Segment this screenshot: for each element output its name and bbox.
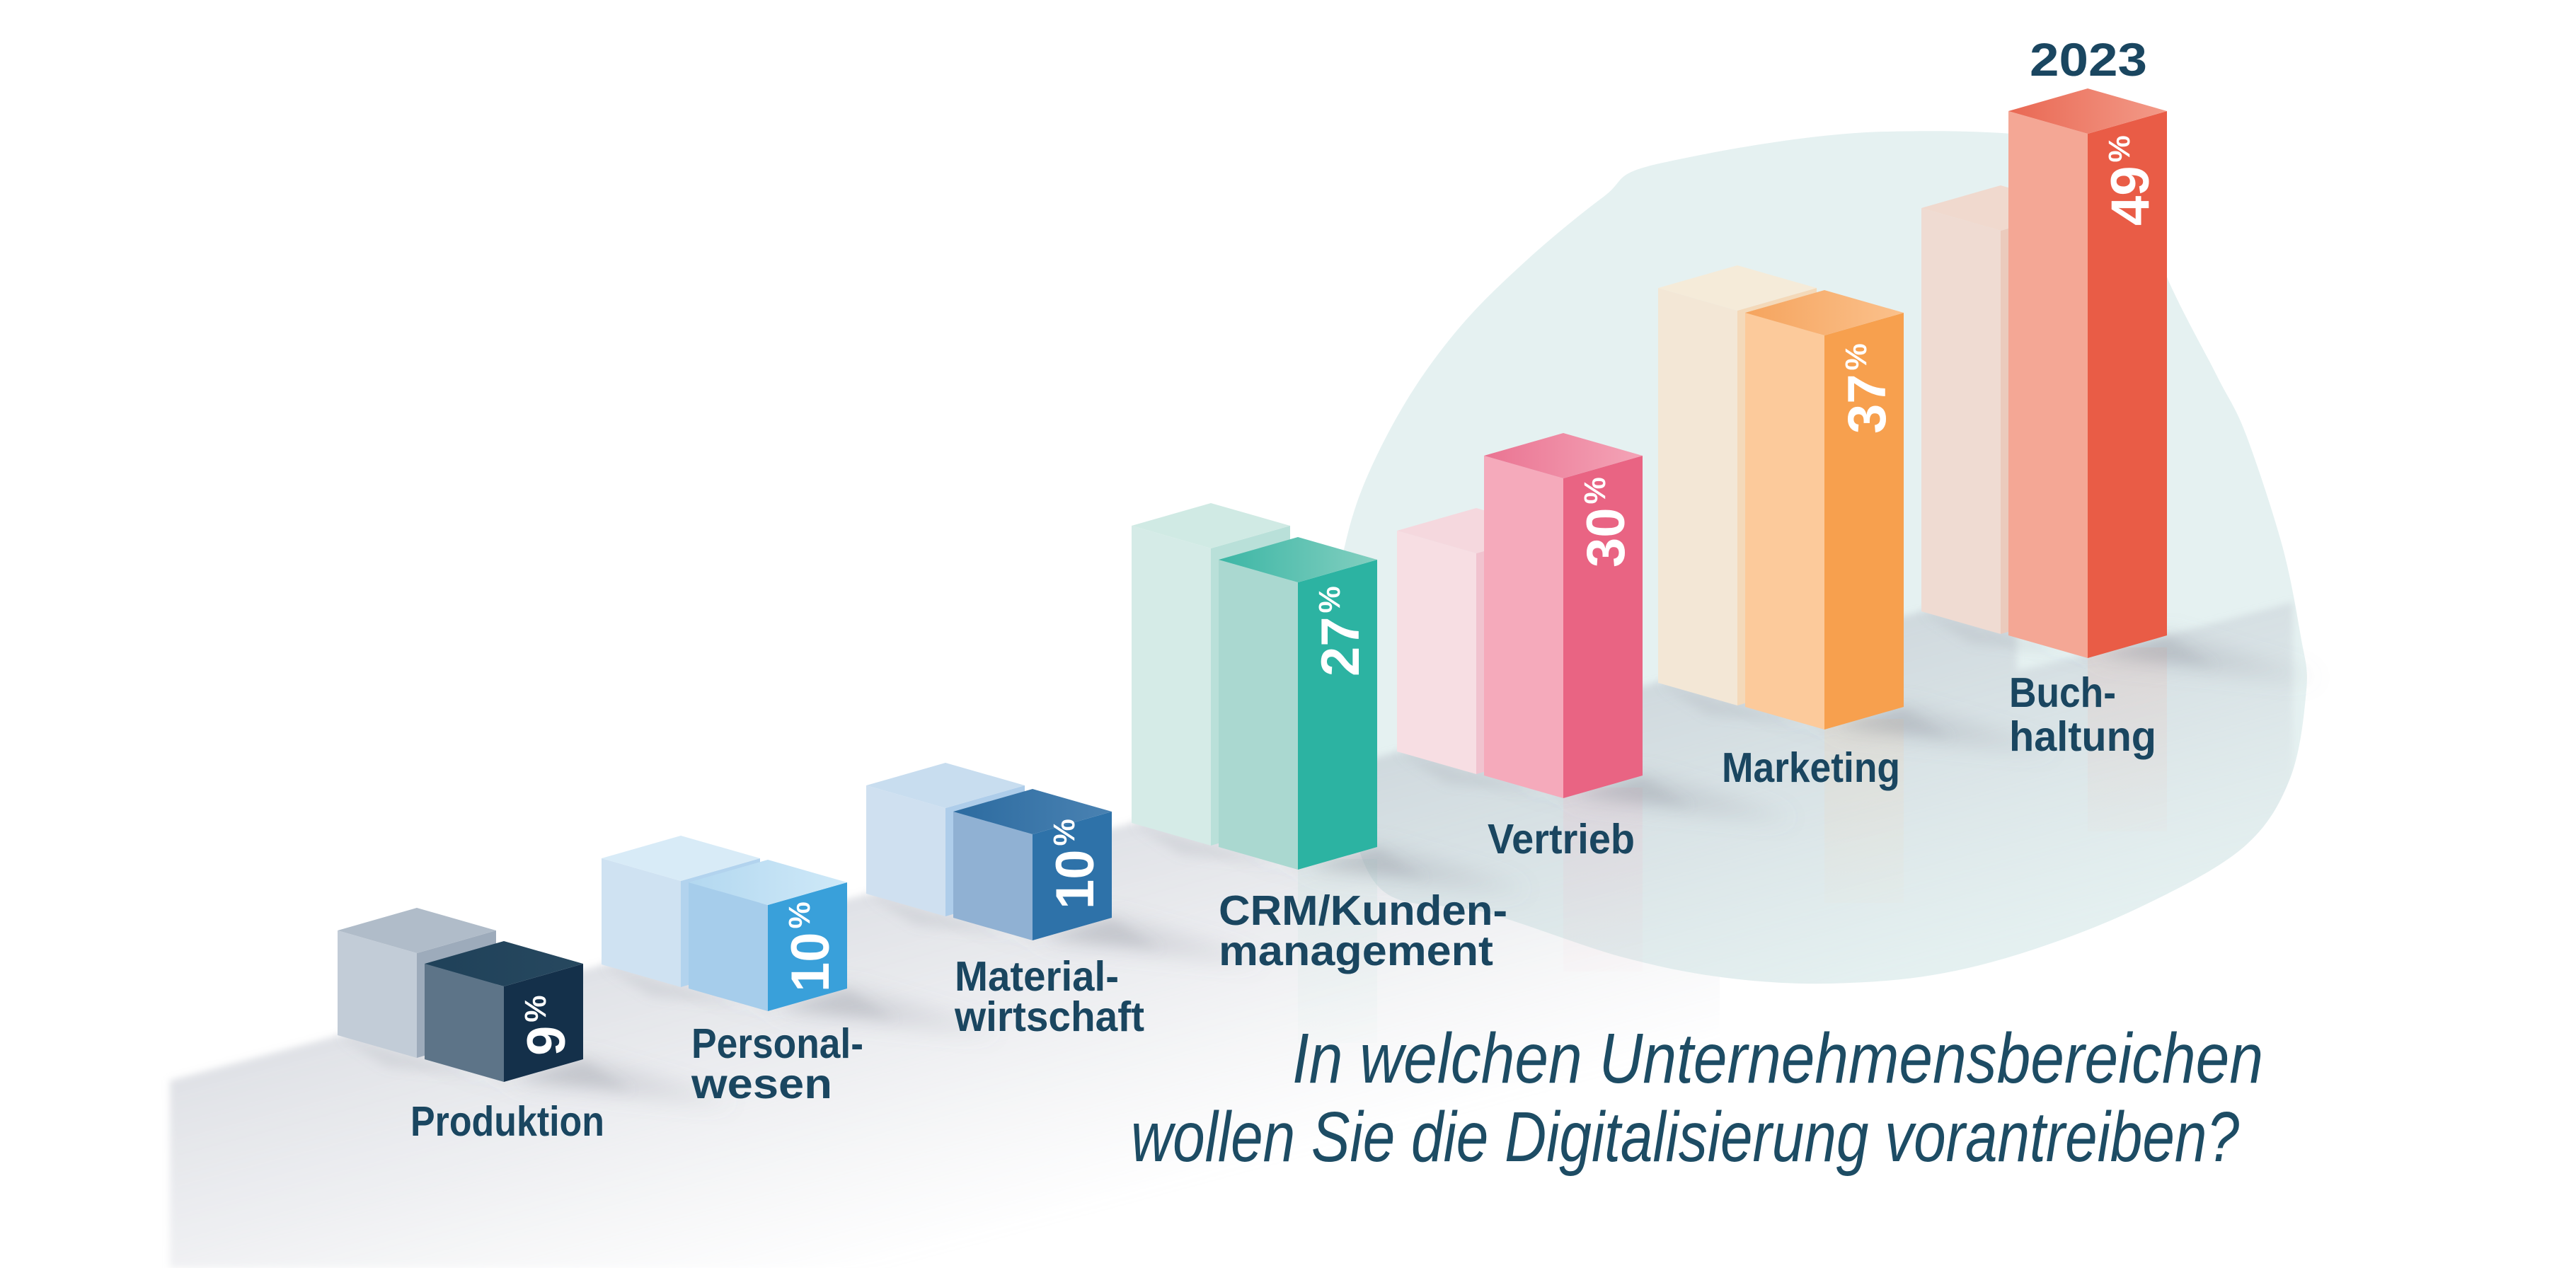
svg-text:Marketing: Marketing: [1722, 744, 1900, 791]
svg-text:27%: 27%: [1311, 586, 1371, 676]
svg-text:haltung: haltung: [2009, 713, 2156, 760]
svg-text:Material-: Material-: [955, 953, 1119, 1000]
svg-text:management: management: [1219, 928, 1493, 974]
svg-text:wesen: wesen: [691, 1061, 832, 1107]
svg-text:Vertrieb: Vertrieb: [1488, 816, 1635, 863]
svg-text:Produktion: Produktion: [410, 1098, 604, 1145]
svg-text:Buch-: Buch-: [2009, 669, 2116, 716]
svg-text:CRM/Kunden-: CRM/Kunden-: [1219, 887, 1507, 934]
svg-text:In welchen Unternehmensbereich: In welchen Unternehmensbereichen: [1292, 1019, 2263, 1098]
svg-text:2023: 2023: [2030, 33, 2147, 86]
svg-text:wirtschaft: wirtschaft: [954, 993, 1144, 1040]
svg-text:Personal-: Personal-: [691, 1020, 863, 1067]
svg-text:wollen Sie die Digitalisierung: wollen Sie die Digitalisierung vorantrei…: [1131, 1097, 2239, 1177]
